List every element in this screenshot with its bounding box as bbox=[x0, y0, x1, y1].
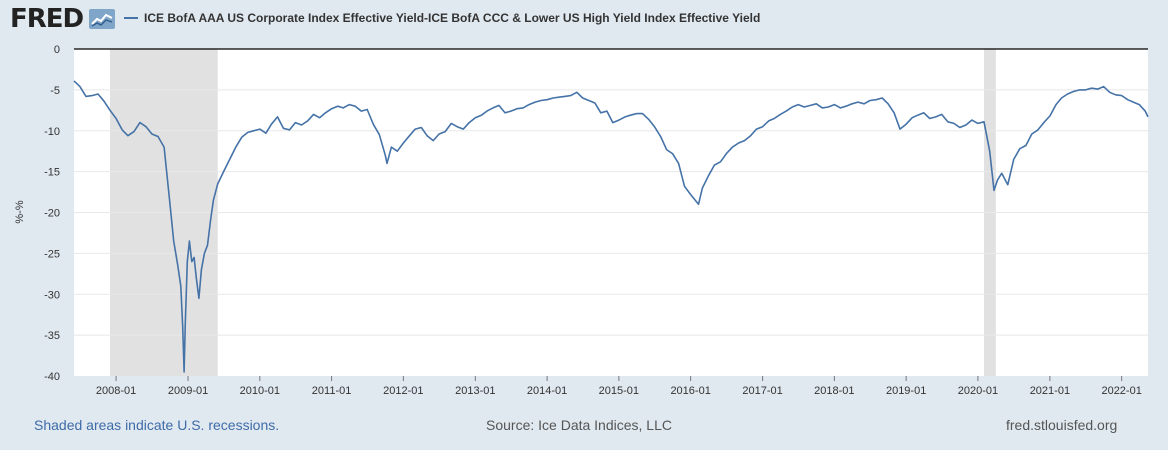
y-tick-label: 0 bbox=[54, 44, 60, 56]
legend[interactable]: ICE BofA AAA US Corporate Index Effectiv… bbox=[124, 11, 760, 25]
legend-swatch bbox=[124, 17, 138, 19]
series-line[interactable] bbox=[73, 80, 1149, 373]
x-tick-label: 2012-01 bbox=[383, 385, 423, 397]
recession-note-link[interactable]: Shaded areas indicate U.S. recessions. bbox=[34, 417, 280, 433]
x-tick-label: 2017-01 bbox=[742, 385, 782, 397]
y-tick-label: -35 bbox=[44, 330, 60, 342]
x-tick-label: 2021-01 bbox=[1030, 385, 1070, 397]
grid-group bbox=[74, 48, 1148, 336]
y-tick-label: -15 bbox=[44, 167, 60, 179]
y-tick-label: -20 bbox=[44, 208, 60, 220]
x-tick-label: 2008-01 bbox=[96, 385, 136, 397]
y-tick-label: -30 bbox=[44, 289, 60, 301]
fred-logo[interactable]: FRED bbox=[10, 4, 84, 34]
x-tick-label: 2022-01 bbox=[1101, 385, 1141, 397]
x-tick-label: 2020-01 bbox=[958, 385, 998, 397]
x-tick-label: 2010-01 bbox=[240, 385, 280, 397]
y-tick-label: -10 bbox=[44, 126, 60, 138]
chart[interactable]: 0-5-10-15-20-25-30-35-40 2008-01 2009-01 2… bbox=[0, 0, 1168, 410]
chart-header: FRED ICE BofA AAA US Corporate Index Eff… bbox=[0, 0, 1168, 40]
x-tick-label: 2009-01 bbox=[168, 385, 208, 397]
x-tick-label: 2015-01 bbox=[599, 385, 639, 397]
legend-label: ICE BofA AAA US Corporate Index Effectiv… bbox=[144, 11, 761, 25]
x-tick-label: 2019-01 bbox=[886, 385, 926, 397]
x-tick-label: 2016-01 bbox=[670, 385, 710, 397]
x-tick-label: 2018-01 bbox=[814, 385, 854, 397]
x-axis: 2008-01 2009-01 2010-01 2011-01 2012-01 2013-… bbox=[96, 376, 1142, 397]
x-tick-label: 2014-01 bbox=[527, 385, 567, 397]
y-tick-label: -25 bbox=[44, 248, 60, 260]
x-tick-label: 2013-01 bbox=[455, 385, 495, 397]
chart-line-icon[interactable] bbox=[89, 9, 115, 29]
x-tick-label: 2011-01 bbox=[312, 385, 352, 397]
y-tick-label: -40 bbox=[44, 371, 60, 383]
y-tick-label: -5 bbox=[50, 85, 60, 97]
source-text: Source: Ice Data Indices, LLC bbox=[486, 417, 672, 433]
y-axis: 0 -5 -10 -15 -20 -25 -30 -35 -40 bbox=[44, 44, 60, 383]
site-url: fred.stlouisfed.org bbox=[1006, 417, 1118, 433]
y-axis-label: %-% bbox=[14, 200, 26, 223]
